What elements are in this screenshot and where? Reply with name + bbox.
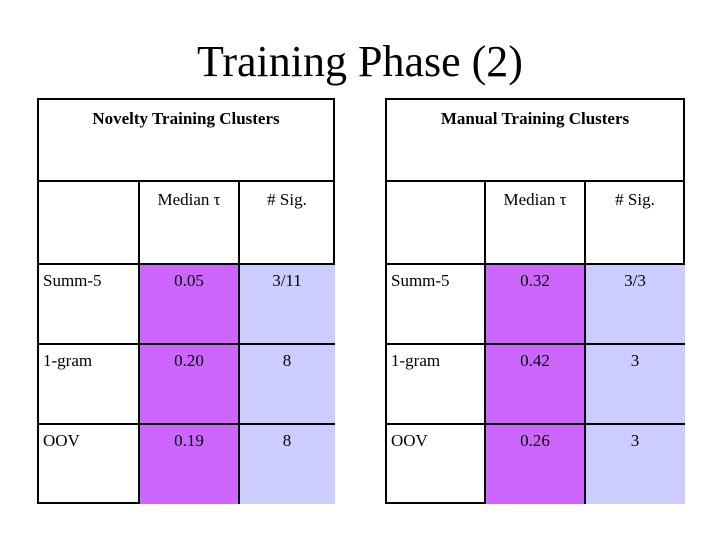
table-divider: [39, 343, 335, 345]
novelty-sig-column: [239, 264, 335, 504]
manual-sig-value: 3: [630, 351, 640, 370]
novelty-header-label: [39, 182, 139, 264]
manual-table: Manual Training Clusters Median τ # Sig.…: [385, 98, 685, 504]
novelty-header-median: Median τ: [157, 190, 221, 209]
novelty-median-value: 0.19: [174, 431, 204, 450]
manual-table-caption: Manual Training Clusters: [387, 100, 683, 182]
table-divider: [387, 343, 685, 345]
slide-title: Training Phase (2): [197, 37, 523, 86]
manual-row-label: Summ-5: [391, 271, 450, 290]
manual-median-value: 0.32: [520, 271, 550, 290]
novelty-median-value: 0.05: [174, 271, 204, 290]
manual-row-label: OOV: [391, 431, 428, 450]
manual-median-column: [485, 264, 585, 504]
manual-header-label: [387, 182, 485, 264]
novelty-header-sig: # Sig.: [267, 190, 307, 209]
novelty-row-label: 1-gram: [43, 351, 93, 370]
table-divider: [387, 423, 685, 425]
manual-header-median: Median τ: [503, 190, 567, 209]
manual-row-label: 1-gram: [391, 351, 441, 370]
manual-sig-column: [585, 264, 685, 504]
manual-median-value: 0.26: [520, 431, 550, 450]
novelty-median-column: [139, 264, 239, 504]
novelty-sig-value: 8: [282, 431, 292, 450]
table-divider: [387, 263, 685, 265]
novelty-sig-value: 8: [282, 351, 292, 370]
manual-sig-value: 3: [630, 431, 640, 450]
novelty-median-value: 0.20: [174, 351, 204, 370]
table-divider: [39, 263, 335, 265]
novelty-row-label: OOV: [43, 431, 80, 450]
novelty-table-caption: Novelty Training Clusters: [39, 100, 333, 182]
manual-median-value: 0.42: [520, 351, 550, 370]
novelty-table: Novelty Training Clusters Median τ # Sig…: [37, 98, 335, 504]
manual-sig-value: 3/3: [624, 271, 646, 290]
table-divider: [39, 423, 335, 425]
novelty-sig-value: 3/11: [272, 271, 302, 290]
manual-header-sig: # Sig.: [615, 190, 655, 209]
novelty-row-label: Summ-5: [43, 271, 102, 290]
